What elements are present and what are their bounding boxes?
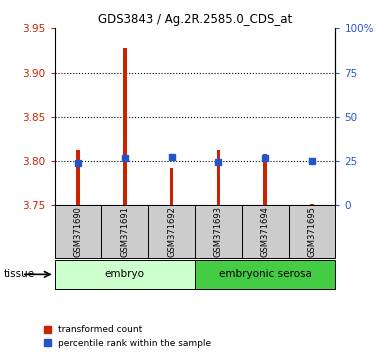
Text: GSM371691: GSM371691 — [120, 206, 129, 257]
Bar — [310, 204, 314, 205]
Bar — [242, 205, 289, 258]
Text: embryo: embryo — [105, 269, 145, 279]
Text: GSM371692: GSM371692 — [167, 206, 176, 257]
Bar — [170, 168, 174, 205]
Bar — [76, 150, 80, 205]
Bar — [123, 48, 127, 205]
Text: GSM371690: GSM371690 — [73, 206, 83, 257]
Bar — [55, 205, 101, 258]
Text: GSM371694: GSM371694 — [261, 206, 270, 257]
Bar — [195, 205, 242, 258]
Bar — [216, 150, 220, 205]
Bar — [195, 260, 335, 289]
Text: GSM371695: GSM371695 — [307, 206, 317, 257]
Bar — [101, 205, 148, 258]
Bar — [263, 154, 267, 205]
Bar — [148, 205, 195, 258]
Text: GSM371693: GSM371693 — [214, 206, 223, 257]
Text: embryonic serosa: embryonic serosa — [219, 269, 312, 279]
Title: GDS3843 / Ag.2R.2585.0_CDS_at: GDS3843 / Ag.2R.2585.0_CDS_at — [98, 13, 292, 26]
Bar — [289, 205, 335, 258]
Bar — [55, 260, 195, 289]
Legend: transformed count, percentile rank within the sample: transformed count, percentile rank withi… — [44, 325, 211, 348]
Text: tissue: tissue — [4, 269, 35, 279]
